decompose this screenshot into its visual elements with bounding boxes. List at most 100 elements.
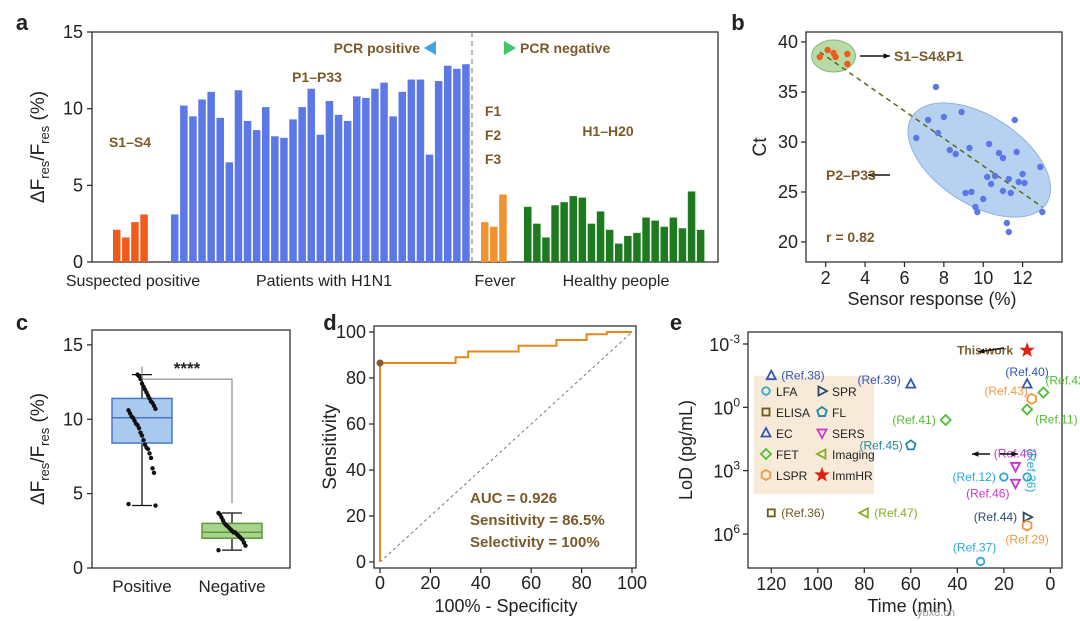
panel-a-inner-label: P1–P33 — [292, 69, 342, 85]
panel-a-bar — [596, 211, 605, 262]
panel-e-legend-label: SERS — [832, 427, 865, 441]
panel-e-ref-label: (Ref.43) — [984, 384, 1027, 398]
panel-e-legend-marker — [761, 407, 771, 417]
panel-e-point — [765, 368, 778, 381]
panel-a-bar — [289, 119, 297, 263]
panel-b-point — [962, 189, 969, 197]
panel-b-point — [952, 150, 959, 158]
panel-e-legend-marker — [817, 385, 829, 397]
panel-e-point — [1019, 342, 1035, 357]
panel-b-ytick-label: 40 — [778, 32, 798, 52]
panel-c-ytick-label: 15 — [63, 335, 83, 355]
panel-a-bar — [551, 205, 559, 262]
panel-a-bar — [398, 91, 406, 262]
panel-e-ref-label: (Ref.11) — [1035, 412, 1077, 426]
panel-d-ytick-label: 60 — [346, 414, 366, 434]
panel-d-stat: Selectivity = 100% — [470, 534, 600, 551]
panel-c-xtick-label: Positive — [112, 577, 172, 596]
panel-e-xtick-label: 60 — [901, 574, 921, 594]
panel-e-point — [975, 556, 986, 567]
panel-e-point — [904, 377, 917, 389]
panel-c-point — [216, 510, 221, 516]
panel-e-ref-label: (Ref.46) — [966, 486, 1009, 500]
panel-e-legend-label: LFA — [776, 385, 797, 399]
panel-c-point — [135, 372, 140, 377]
panel-e-point — [1021, 377, 1034, 389]
panel-c-point — [126, 501, 131, 507]
panel-b-point — [999, 154, 1007, 162]
panel-e-legend-marker — [816, 405, 828, 417]
panel-e-ylabel: LoD (pg/mL) — [676, 400, 696, 500]
panel-a-bar — [198, 99, 206, 262]
panel-c-point — [138, 430, 143, 435]
panel-e-frame — [747, 331, 1063, 569]
panel-e-ref-label: (Ref.38) — [781, 369, 824, 383]
panel-b-point — [1003, 219, 1011, 227]
panel-b-xtick-label: 10 — [973, 268, 993, 288]
panel-b-point — [983, 173, 991, 181]
panel-c-point — [141, 437, 146, 443]
panel-a-bar — [280, 137, 288, 262]
panel-c-point — [126, 408, 131, 413]
panel-c-xtick-label: Negative — [198, 577, 265, 596]
panel-b-point — [972, 203, 979, 211]
panel-c-point — [216, 547, 221, 553]
panel-letter-a: a — [16, 10, 29, 35]
pcr-negative-label: PCR negative — [520, 40, 610, 56]
panel-b-point — [1005, 228, 1013, 236]
panel-d-diagonal — [379, 331, 633, 563]
panel-e-ref-label: (Ref.39) — [857, 373, 900, 387]
panel-e-legend-label: Imaging — [832, 448, 875, 462]
panel-c-point — [153, 503, 158, 508]
panel-b-point — [1019, 170, 1026, 178]
panel-e-legend-marker — [759, 447, 773, 461]
panel-d-xtick-label: 60 — [521, 573, 541, 593]
panel-b-point — [1007, 189, 1014, 197]
panel-a-bar — [140, 214, 148, 262]
panel-a-bar — [234, 90, 243, 263]
panel-d-xtick-label: 80 — [572, 573, 592, 593]
panel-a-bar — [660, 226, 668, 262]
panel-b-point — [844, 60, 851, 68]
panel-a-group-label: Suspected positive — [66, 273, 200, 290]
panel-e-ref-label: (Ref.36) — [781, 506, 824, 520]
panel-b-point — [999, 187, 1007, 195]
panel-b-point — [940, 113, 948, 121]
panel-e-legend-label: EC — [776, 427, 793, 441]
panel-e-point — [1022, 511, 1035, 524]
panel-b-point — [913, 134, 920, 142]
panel-d-cutoff-point — [376, 359, 384, 367]
panel-a-bar — [316, 134, 325, 262]
panel-e-legend-marker — [760, 426, 772, 438]
panel-e-ref-label: (Ref.29) — [1005, 533, 1048, 547]
panel-c-point — [147, 451, 152, 456]
panel-b-ytick-label: 25 — [778, 182, 798, 202]
panel-d-xtick-label: 0 — [375, 573, 385, 593]
panel-b-xtick-label: 4 — [860, 268, 870, 288]
panel-e-point — [1037, 386, 1050, 399]
panel-a-bar — [207, 91, 215, 262]
panel-a-bar — [271, 136, 279, 262]
panel-a-bar — [669, 217, 678, 262]
panel-b-ellipse-p2 — [907, 102, 1052, 218]
panel-b-point — [1039, 208, 1046, 216]
panel-b-point — [932, 83, 940, 91]
panel-d-ytick-label: 100 — [336, 322, 366, 342]
panel-b-point — [1005, 175, 1013, 183]
panel-a-bar — [343, 120, 352, 262]
panel-e-legend-marker — [814, 466, 830, 482]
panel-b-label-s1: S1–S4&P1 — [894, 48, 963, 64]
panel-e-legend-label: SPR — [832, 385, 857, 399]
panel-a-bar — [696, 229, 705, 262]
panel-a-inner-label: F2 — [485, 127, 502, 143]
panel-a-bar — [481, 222, 489, 262]
panel-a-bar — [651, 220, 659, 262]
panel-a-bar — [262, 107, 270, 262]
panel-c-frame — [91, 329, 291, 569]
panel-letter-e: e — [670, 310, 682, 335]
panel-e-arrow-right-head — [1011, 451, 1018, 457]
panel-c-point — [139, 381, 145, 386]
panel-e-legend-marker — [761, 386, 771, 396]
panel-a-bar — [462, 64, 470, 262]
panel-e-point — [1020, 403, 1034, 416]
